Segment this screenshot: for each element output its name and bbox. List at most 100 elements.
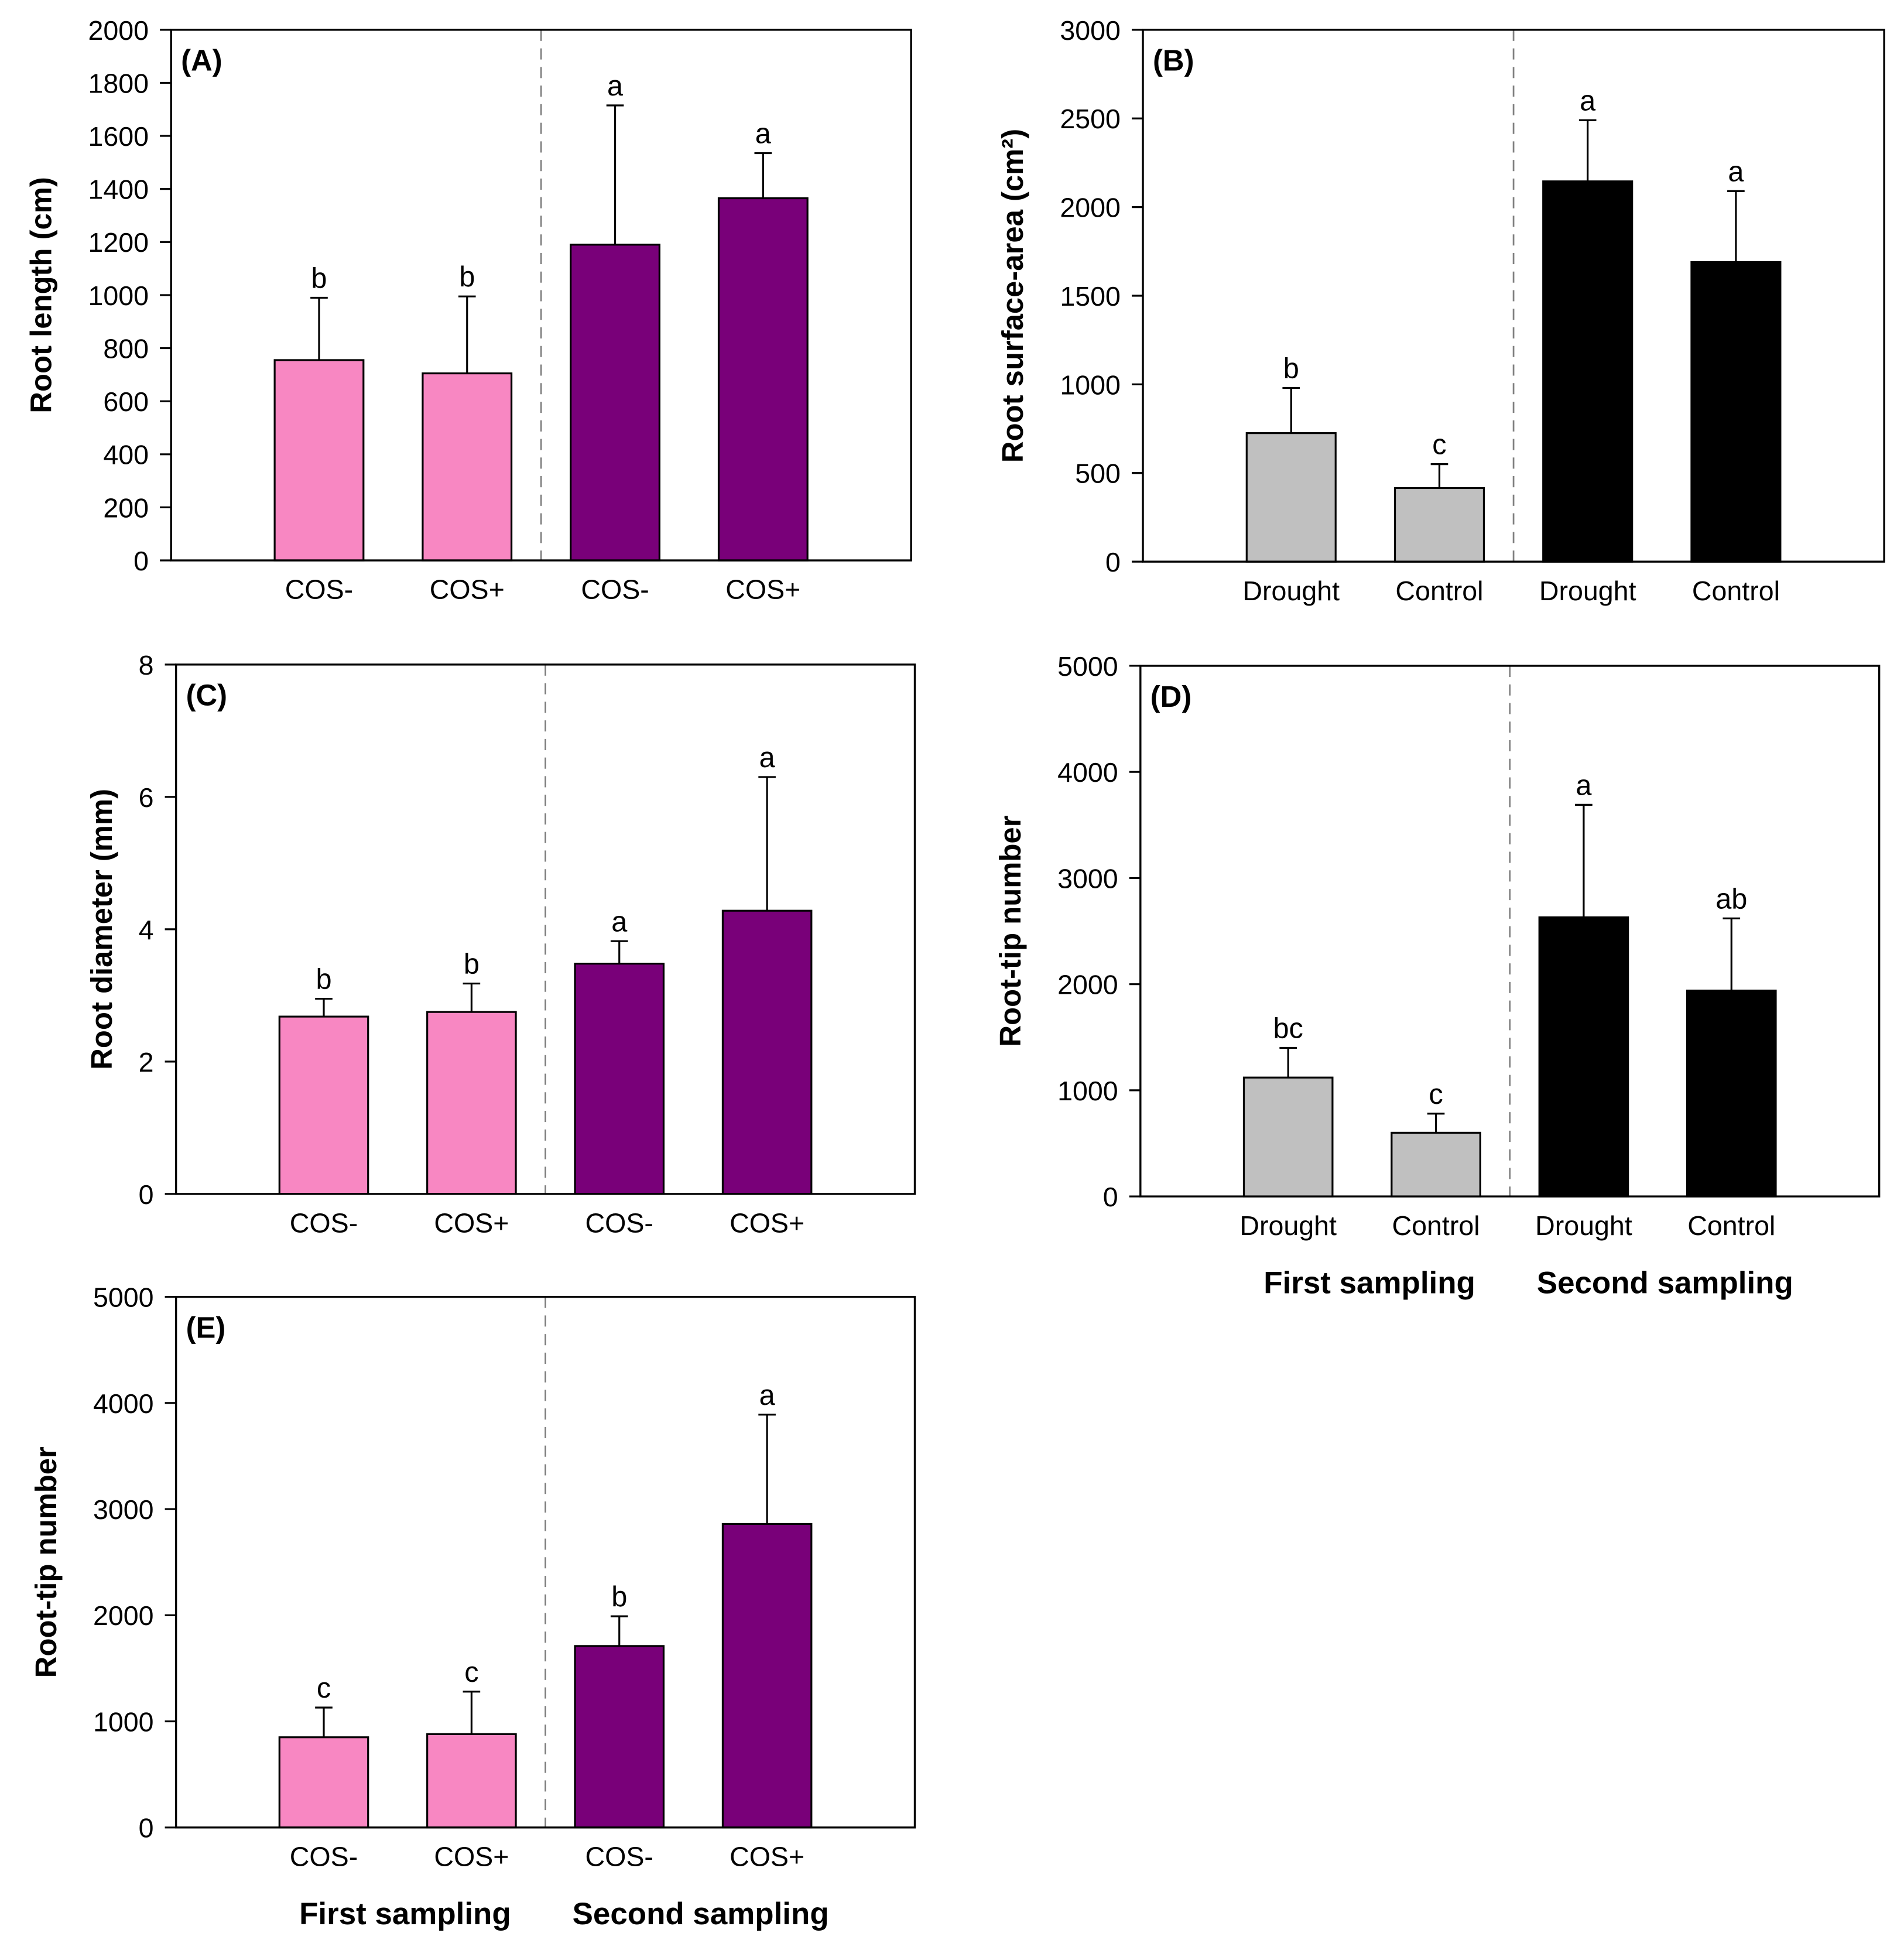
panel-e-bar-3 xyxy=(574,1645,665,1829)
panel-a-y-tick-label-4: 800 xyxy=(103,333,149,364)
panel-c-bar-1 xyxy=(278,1015,369,1195)
panel-c-error-bar-1 xyxy=(315,997,333,1017)
panel-a-y-tick-label-1: 200 xyxy=(103,492,149,523)
panel-c-y-tick-label-3: 6 xyxy=(139,782,154,813)
panel-a-error-bar-3 xyxy=(606,104,624,245)
panel-b-plot-frame xyxy=(1142,29,1885,563)
panel-b-y-tick-label-4: 2000 xyxy=(1060,193,1121,223)
panel-e-error-bar-3 xyxy=(610,1615,628,1646)
panel-b-y-tick-label-0: 0 xyxy=(1105,547,1121,577)
panel-c-error-bar-2 xyxy=(463,982,481,1012)
panel-d-y-tick-label-5: 5000 xyxy=(1057,651,1118,682)
panel-c-x-tick-label-3: COS- xyxy=(585,1208,653,1239)
panel-c-significance-letter-2: b xyxy=(464,949,480,980)
panel-d-bar-1 xyxy=(1242,1076,1334,1198)
panel-d-error-bar-1 xyxy=(1279,1046,1297,1078)
panel-d-y-tick-label-1: 1000 xyxy=(1057,1076,1118,1106)
panel-d-y-tick-label-0: 0 xyxy=(1103,1182,1118,1212)
panel-b-y-axis-title: Root surface-area (cm²) xyxy=(996,129,1029,463)
panel-e-bar-4 xyxy=(721,1523,813,1829)
panel-e-y-tick-label-0: 0 xyxy=(139,1813,154,1843)
panel-e-significance-letter-2: c xyxy=(464,1657,478,1688)
panel-a-significance-letter-4: a xyxy=(755,118,772,150)
panel-e-significance-letter-4: a xyxy=(759,1380,776,1411)
panel-b-error-bar-4 xyxy=(1727,190,1745,262)
panel-d-error-bar-4 xyxy=(1722,917,1741,991)
panel-d-y-axis-title: Root-tip number xyxy=(994,816,1027,1047)
panel-a-panel-label: (A) xyxy=(181,44,222,77)
panel-a-error-bar-2 xyxy=(458,295,476,374)
panel-c-significance-letter-1: b xyxy=(316,964,331,995)
panel-e-x-tick-label-4: COS+ xyxy=(730,1841,804,1872)
panel-d-significance-letter-3: a xyxy=(1576,769,1592,801)
panel-a-y-tick-label-5: 1000 xyxy=(88,280,149,311)
panel-b: b Drought c Control a Drought a Control 0 500 1000… xyxy=(996,15,1885,606)
panel-d-plot-frame xyxy=(1139,665,1881,1198)
panel-d-group-label-2: Second sampling xyxy=(1537,1265,1793,1300)
panel-a-y-axis-title: Root length (cm) xyxy=(24,177,57,413)
panel-c-y-axis-title: Root diameter (mm) xyxy=(85,789,118,1070)
panel-d-x-tick-label-2: Control xyxy=(1392,1210,1480,1241)
panel-d-x-tick-label-4: Control xyxy=(1687,1210,1775,1241)
panel-c: b COS-b COS+ a COS-a COS+ 0 2 4 6 8 Root diameter (… xyxy=(85,650,916,1239)
panel-b-bar-1 xyxy=(1245,432,1337,563)
panel-c-x-tick-label-4: COS+ xyxy=(730,1208,804,1239)
panel-e-bar-1 xyxy=(278,1736,369,1829)
panel-a-x-tick-label-4: COS+ xyxy=(725,574,800,605)
panel-a-x-tick-label-2: COS+ xyxy=(430,574,505,605)
panel-a-y-tick-label-0: 0 xyxy=(133,546,149,576)
panel-c-bar-4 xyxy=(721,909,813,1195)
panel-d-error-bar-3 xyxy=(1575,803,1593,918)
panel-d: bc Drought c Control a Drought ab Control 0 1000 2… xyxy=(994,651,1881,1300)
panel-a-error-bar-1 xyxy=(310,296,328,360)
panel-a-y-tick-label-9: 1800 xyxy=(88,68,149,98)
panel-b-error-bar-2 xyxy=(1430,463,1448,488)
panel-b-significance-letter-2: c xyxy=(1432,429,1446,461)
panel-a-bar-3 xyxy=(570,244,660,562)
panel-c-y-tick-label-4: 8 xyxy=(139,650,154,680)
panel-a-bar-4 xyxy=(717,197,809,562)
panel-a-y-tick-label-3: 600 xyxy=(103,386,149,417)
panel-e-error-bar-2 xyxy=(463,1691,481,1735)
panel-b-y-tick-label-2: 1000 xyxy=(1060,370,1121,400)
panel-a-bar-2 xyxy=(422,372,513,562)
panel-e-panel-label: (E) xyxy=(186,1311,226,1344)
panel-e-y-tick-label-3: 3000 xyxy=(93,1494,154,1525)
panel-c-error-bar-3 xyxy=(610,940,628,964)
panel-a-significance-letter-2: b xyxy=(459,261,475,293)
panel-d-bar-3 xyxy=(1538,916,1629,1198)
panel-a-significance-letter-1: b xyxy=(311,263,327,295)
panel-b-error-bar-3 xyxy=(1578,119,1597,182)
panel-a-y-tick-label-6: 1200 xyxy=(88,227,149,258)
panel-d-significance-letter-4: ab xyxy=(1715,883,1747,915)
panel-a-error-bar-4 xyxy=(754,152,772,199)
panel-c-panel-label: (C) xyxy=(186,679,228,712)
panel-a: b COS-b COS+ a COS-a COS+ 0 200 400 600 800 1000 120… xyxy=(24,15,912,605)
panel-a-x-tick-label-1: COS- xyxy=(285,574,353,605)
panel-b-significance-letter-1: b xyxy=(1283,353,1299,384)
panel-b-y-tick-label-5: 2500 xyxy=(1060,104,1121,134)
panel-c-y-tick-label-2: 4 xyxy=(139,915,154,945)
panel-d-bar-4 xyxy=(1686,989,1777,1198)
panel-e-plot-frame xyxy=(174,1295,916,1829)
panel-e-y-tick-label-1: 1000 xyxy=(93,1706,154,1737)
panel-d-panel-label: (D) xyxy=(1150,680,1192,713)
panel-d-x-tick-label-1: Drought xyxy=(1239,1210,1337,1241)
panel-b-x-tick-label-2: Control xyxy=(1395,576,1483,606)
panel-c-plot-frame xyxy=(174,663,916,1195)
panel-b-x-tick-label-3: Drought xyxy=(1539,576,1636,606)
panel-d-significance-letter-2: c xyxy=(1429,1079,1443,1110)
panel-e-x-tick-label-1: COS- xyxy=(290,1841,358,1872)
panel-e-significance-letter-3: b xyxy=(611,1581,627,1613)
panel-b-y-tick-label-3: 1500 xyxy=(1060,281,1121,312)
panel-b-error-bar-1 xyxy=(1282,386,1300,433)
panel-d-y-tick-label-3: 3000 xyxy=(1057,863,1118,894)
panel-e-bar-2 xyxy=(426,1733,517,1829)
panel-b-significance-letter-3: a xyxy=(1580,85,1596,117)
panel-e: c COS-c COS+ b COS-a COS+ 0 1000 2000 3000 4000 500… xyxy=(29,1282,916,1931)
panel-c-significance-letter-3: a xyxy=(611,906,628,938)
panel-a-y-tick-label-2: 400 xyxy=(103,440,149,470)
panel-e-y-axis-title: Root-tip number xyxy=(29,1446,63,1678)
panel-e-y-tick-label-4: 4000 xyxy=(93,1388,154,1419)
